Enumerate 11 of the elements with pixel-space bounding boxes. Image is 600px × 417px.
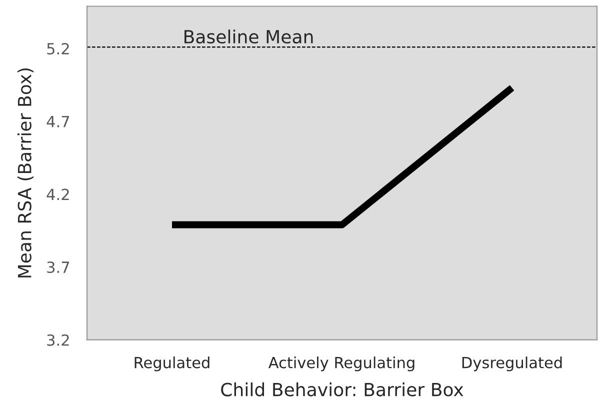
x-tick-label: Regulated bbox=[134, 356, 210, 372]
x-axis-title: Child Behavior: Barrier Box bbox=[221, 382, 464, 396]
y-tick-label: 3.7 bbox=[47, 261, 70, 274]
y-axis-title: Mean RSA (Barrier Box) bbox=[17, 68, 34, 278]
y-tick-label: 4.2 bbox=[46, 188, 69, 200]
x-tick-label: Dysregulated bbox=[462, 356, 562, 372]
y-tick-label: 3.2 bbox=[47, 334, 69, 346]
y-tick-label: 5.2 bbox=[47, 42, 69, 55]
x-tick-label: Actively Regulating bbox=[268, 356, 414, 372]
y-tick-label: 4.7 bbox=[46, 116, 70, 128]
ref-line-label: Baseline Mean bbox=[184, 30, 313, 44]
